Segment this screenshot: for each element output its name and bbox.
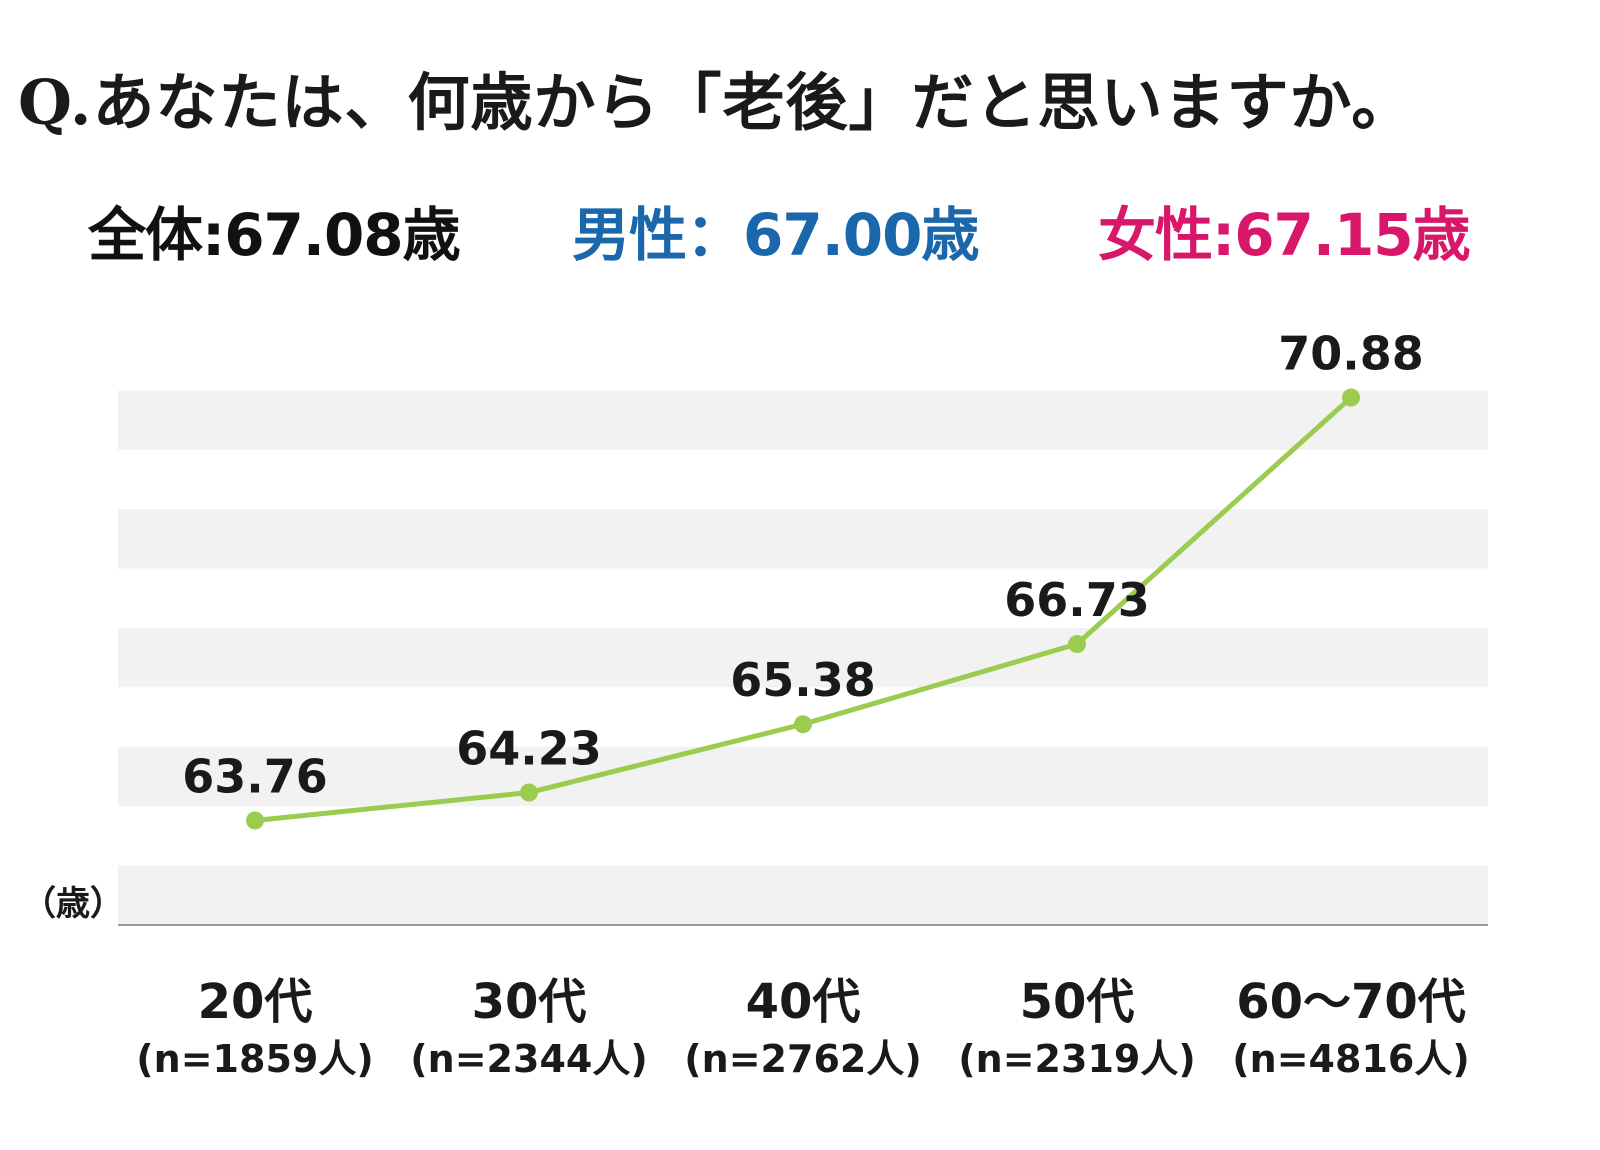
sample-size-label: (n=2344人): [410, 1037, 647, 1081]
data-point: [1342, 388, 1360, 407]
sample-size-label: (n=2319人): [958, 1037, 1195, 1081]
female-average-stat: 女性:67.15歳: [1098, 201, 1471, 269]
data-value-label: 65.38: [730, 653, 876, 707]
x-tick-label: 20代: [198, 974, 313, 1030]
x-tick-label: 40代: [746, 974, 861, 1030]
x-tick-label: 50代: [1020, 974, 1135, 1030]
category-labels: 20代 (n=1859人) 30代 (n=2344人) 40代 (n=2762人) 50代 (…: [136, 974, 1469, 1081]
data-point: [520, 783, 538, 802]
y-axis-unit-label: （歳）: [22, 884, 124, 924]
data-value-label: 66.73: [1004, 573, 1150, 627]
grid-band: [118, 509, 1488, 569]
data-point: [1068, 635, 1086, 654]
data-value-label: 70.88: [1278, 327, 1424, 381]
grid-band: [118, 628, 1488, 688]
background-bands: [118, 390, 1488, 925]
value-labels: 63.76 64.23 65.38 66.73 70.88: [182, 327, 1424, 804]
sample-size-label: (n=2762人): [684, 1037, 921, 1081]
data-points: [246, 388, 1360, 830]
male-average-stat: 男性：67.00歳: [572, 201, 979, 269]
sample-size-label: (n=4816人): [1232, 1037, 1469, 1081]
grid-band: [118, 390, 1488, 450]
grid-band: [118, 746, 1488, 807]
x-tick-label: 30代: [472, 974, 587, 1030]
grid-band: [118, 865, 1488, 925]
sample-size-label: (n=1859人): [136, 1037, 373, 1081]
overall-average-stat: 全体:67.08歳: [88, 201, 461, 269]
data-value-label: 64.23: [456, 722, 602, 776]
data-value-label: 63.76: [182, 749, 328, 803]
x-tick-label: 60〜70代: [1236, 974, 1466, 1030]
chart-title: Q.あなたは、何歳から「老後」だと思いますか。: [18, 66, 1415, 139]
data-point: [246, 811, 264, 830]
data-point: [794, 715, 812, 734]
